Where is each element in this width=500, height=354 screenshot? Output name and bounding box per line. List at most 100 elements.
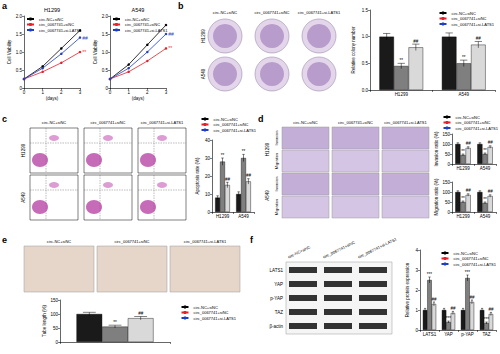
svg-text:10: 10 xyxy=(205,192,211,197)
svg-text:**: ** xyxy=(461,149,465,154)
svg-text:Migration ratio (%): Migration ratio (%) xyxy=(434,178,439,215)
svg-text:c: c xyxy=(2,114,7,124)
svg-text:##: ## xyxy=(246,173,252,178)
svg-text:p-YAP: p-YAP xyxy=(461,332,474,337)
svg-text:circ-NC+siNC: circ-NC+siNC xyxy=(213,10,237,15)
svg-text:##: ## xyxy=(82,35,88,41)
svg-text:##: ## xyxy=(488,307,494,312)
svg-text:50: 50 xyxy=(53,326,59,331)
svg-text:Cell Viability: Cell Viability xyxy=(7,39,12,64)
svg-text:H1299: H1299 xyxy=(216,214,230,219)
svg-text:A549: A549 xyxy=(201,68,206,79)
svg-text:##: ## xyxy=(466,141,472,146)
svg-text:b: b xyxy=(178,1,184,11)
svg-text:circ_0067741+siNC: circ_0067741+siNC xyxy=(90,120,125,125)
svg-text:2: 2 xyxy=(60,90,63,95)
svg-text:1.5: 1.5 xyxy=(362,8,369,13)
svg-text:Relative colony number: Relative colony number xyxy=(351,26,356,74)
svg-text:1: 1 xyxy=(415,308,418,313)
svg-text:50: 50 xyxy=(445,200,451,205)
svg-text:##: ## xyxy=(469,295,475,300)
svg-text:H1299: H1299 xyxy=(395,92,409,97)
svg-text:1.0: 1.0 xyxy=(16,50,23,55)
svg-text:circ_0067741+si-LATS1: circ_0067741+si-LATS1 xyxy=(453,262,496,267)
svg-text:1.5: 1.5 xyxy=(16,32,23,37)
svg-text:circ-NC+siNC: circ-NC+siNC xyxy=(125,17,149,22)
svg-text:p-YAP: p-YAP xyxy=(270,296,283,301)
svg-text:1.0: 1.0 xyxy=(102,50,109,55)
svg-text:0.5: 0.5 xyxy=(362,61,369,66)
svg-text:Invasion ratio (%): Invasion ratio (%) xyxy=(434,131,439,167)
svg-text:150: 150 xyxy=(442,180,450,185)
svg-text:##: ## xyxy=(168,31,174,37)
svg-text:circ-NC+siNC: circ-NC+siNC xyxy=(287,244,311,259)
svg-text:H1299: H1299 xyxy=(201,29,206,43)
svg-text:100: 100 xyxy=(442,190,450,195)
svg-text:circ_0067741+siNC: circ_0067741+siNC xyxy=(453,256,488,261)
svg-text:40: 40 xyxy=(205,138,211,143)
svg-text:##: ## xyxy=(431,297,437,302)
svg-text:(days): (days) xyxy=(132,96,145,101)
svg-text:**: ** xyxy=(399,58,403,63)
svg-text:circ_0067741+si-LATS1: circ_0067741+si-LATS1 xyxy=(298,10,341,15)
svg-text:0.5: 0.5 xyxy=(102,68,109,73)
svg-text:circ_0067741+si-LATS1: circ_0067741+si-LATS1 xyxy=(39,28,82,33)
svg-text:0.5: 0.5 xyxy=(16,68,23,73)
svg-text:0.0: 0.0 xyxy=(362,88,369,93)
svg-text:**: ** xyxy=(483,148,487,153)
svg-text:A549: A549 xyxy=(132,7,145,13)
svg-text:circ_0067741+si-LATS1: circ_0067741+si-LATS1 xyxy=(193,316,236,321)
svg-text:circ-NC+siNC: circ-NC+siNC xyxy=(42,120,66,125)
svg-text:e: e xyxy=(2,235,7,245)
svg-text:circ-NC+siNC: circ-NC+siNC xyxy=(293,120,317,125)
svg-text:3: 3 xyxy=(415,268,418,273)
svg-text:LATS1: LATS1 xyxy=(423,332,437,337)
svg-text:circ-NC+siNC: circ-NC+siNC xyxy=(39,17,63,22)
svg-text:50: 50 xyxy=(445,152,451,157)
svg-text:A549: A549 xyxy=(21,192,26,203)
svg-text:A549: A549 xyxy=(265,190,270,201)
svg-text:##: ## xyxy=(450,306,456,311)
svg-text:**: ** xyxy=(461,196,465,201)
svg-text:**: ** xyxy=(242,149,246,154)
svg-text:H1299: H1299 xyxy=(456,214,470,219)
svg-text:**: ** xyxy=(462,55,466,60)
svg-text:a: a xyxy=(2,1,8,11)
svg-text:2.0: 2.0 xyxy=(16,14,23,19)
svg-text:circ_0067741+si-LATS1: circ_0067741+si-LATS1 xyxy=(184,239,227,244)
svg-text:circ_0067741+siNC: circ_0067741+siNC xyxy=(193,310,228,315)
svg-text:##: ## xyxy=(225,177,231,182)
svg-text:150: 150 xyxy=(442,132,450,137)
svg-text:circ-NC+siNC: circ-NC+siNC xyxy=(451,11,475,16)
svg-text:1.5: 1.5 xyxy=(102,32,109,37)
svg-text:TAZ: TAZ xyxy=(275,310,283,315)
svg-text:0: 0 xyxy=(447,162,450,167)
svg-text:2: 2 xyxy=(146,90,149,95)
svg-text:H1299: H1299 xyxy=(265,142,270,156)
svg-text:***: *** xyxy=(484,317,490,322)
svg-text:20: 20 xyxy=(205,174,211,179)
svg-text:circ_0067741+siNC: circ_0067741+siNC xyxy=(254,10,289,15)
svg-text:##: ## xyxy=(413,39,419,44)
svg-text:2.0: 2.0 xyxy=(102,14,109,19)
svg-text:YAP: YAP xyxy=(274,282,283,287)
svg-text:circ_0067741+si-LATS1: circ_0067741+si-LATS1 xyxy=(451,22,494,27)
svg-text:0: 0 xyxy=(447,210,450,215)
svg-text:d: d xyxy=(258,114,264,124)
svg-text:TAZ: TAZ xyxy=(482,332,490,337)
svg-text:circ_0067741+siNC: circ_0067741+siNC xyxy=(125,22,160,27)
svg-text:H1299: H1299 xyxy=(456,166,470,171)
svg-text:circ_0067741+si-LATS1: circ_0067741+si-LATS1 xyxy=(455,126,498,131)
svg-text:circ_0067741+si-LATS1: circ_0067741+si-LATS1 xyxy=(141,120,184,125)
svg-text:circ-NC+siNC: circ-NC+siNC xyxy=(455,115,479,120)
svg-text:0: 0 xyxy=(415,328,418,333)
svg-text:1: 1 xyxy=(41,90,44,95)
svg-text:Tube length (%): Tube length (%) xyxy=(42,305,47,337)
svg-text:Cell Viability: Cell Viability xyxy=(93,39,98,64)
svg-text:##: ## xyxy=(488,189,494,194)
svg-text:Apoptosis rate (%): Apoptosis rate (%) xyxy=(195,157,200,195)
svg-text:**: ** xyxy=(221,153,225,158)
svg-text:1: 1 xyxy=(127,90,130,95)
svg-text:circ_0067741+siNC: circ_0067741+siNC xyxy=(213,122,248,127)
svg-text:circ_0067741+siNC: circ_0067741+siNC xyxy=(114,239,149,244)
